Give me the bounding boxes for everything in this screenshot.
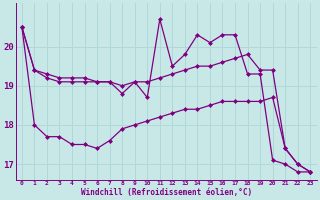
X-axis label: Windchill (Refroidissement éolien,°C): Windchill (Refroidissement éolien,°C) [81, 188, 252, 197]
